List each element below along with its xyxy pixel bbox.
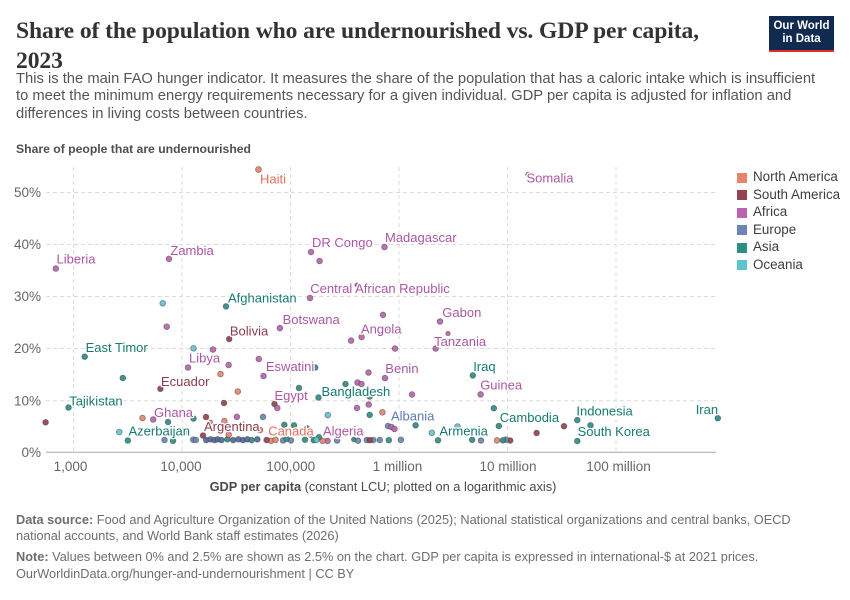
svg-text:Haiti: Haiti xyxy=(260,172,286,187)
svg-text:Tanzania: Tanzania xyxy=(434,334,487,349)
svg-text:Gabon: Gabon xyxy=(442,305,481,320)
svg-text:100 million: 100 million xyxy=(586,459,651,474)
svg-text:10%: 10% xyxy=(14,393,41,408)
svg-text:East Timor: East Timor xyxy=(86,340,149,355)
svg-text:Libya: Libya xyxy=(189,350,221,365)
svg-text:Guinea: Guinea xyxy=(480,378,523,393)
svg-text:30%: 30% xyxy=(14,289,41,304)
svg-text:Albania: Albania xyxy=(391,409,435,424)
svg-text:Bolivia: Bolivia xyxy=(230,324,269,339)
svg-text:10,000: 10,000 xyxy=(160,459,201,474)
svg-text:Iran: Iran xyxy=(696,402,718,417)
svg-text:20%: 20% xyxy=(14,341,41,356)
svg-text:Argentina: Argentina xyxy=(204,419,260,434)
svg-text:1,000: 1,000 xyxy=(54,459,88,474)
svg-text:Ghana: Ghana xyxy=(154,405,194,420)
svg-text:Ecuador: Ecuador xyxy=(161,374,210,389)
svg-text:Algeria: Algeria xyxy=(323,424,364,439)
svg-text:South Korea: South Korea xyxy=(578,424,651,439)
svg-text:Zambia: Zambia xyxy=(170,243,214,258)
svg-text:100,000: 100,000 xyxy=(266,459,315,474)
svg-text:Central African Republic: Central African Republic xyxy=(310,281,450,296)
svg-text:40%: 40% xyxy=(14,237,41,252)
svg-text:Madagascar: Madagascar xyxy=(385,230,457,245)
svg-text:Bangladesh: Bangladesh xyxy=(322,384,391,399)
svg-text:Azerbaijan: Azerbaijan xyxy=(129,424,190,439)
svg-text:10 million: 10 million xyxy=(479,459,536,474)
svg-text:Egypt: Egypt xyxy=(275,388,309,403)
svg-text:Angola: Angola xyxy=(361,322,402,337)
svg-text:Botswana: Botswana xyxy=(283,312,341,327)
svg-text:1 million: 1 million xyxy=(373,459,423,474)
svg-text:Iraq: Iraq xyxy=(473,359,495,374)
svg-text:0%: 0% xyxy=(21,445,41,460)
svg-text:Tajikistan: Tajikistan xyxy=(69,394,122,409)
svg-text:Benin: Benin xyxy=(385,361,418,376)
svg-text:Canada: Canada xyxy=(268,423,314,438)
svg-text:Cambodia: Cambodia xyxy=(500,410,560,425)
svg-text:Armenia: Armenia xyxy=(439,424,488,439)
svg-text:Indonesia: Indonesia xyxy=(576,404,633,419)
svg-text:Eswatini: Eswatini xyxy=(266,359,315,374)
svg-text:50%: 50% xyxy=(14,185,41,200)
svg-text:Somalia: Somalia xyxy=(527,170,575,185)
svg-text:DR Congo: DR Congo xyxy=(312,235,373,250)
svg-text:Liberia: Liberia xyxy=(57,251,97,266)
svg-text:Afghanistan: Afghanistan xyxy=(228,291,297,306)
